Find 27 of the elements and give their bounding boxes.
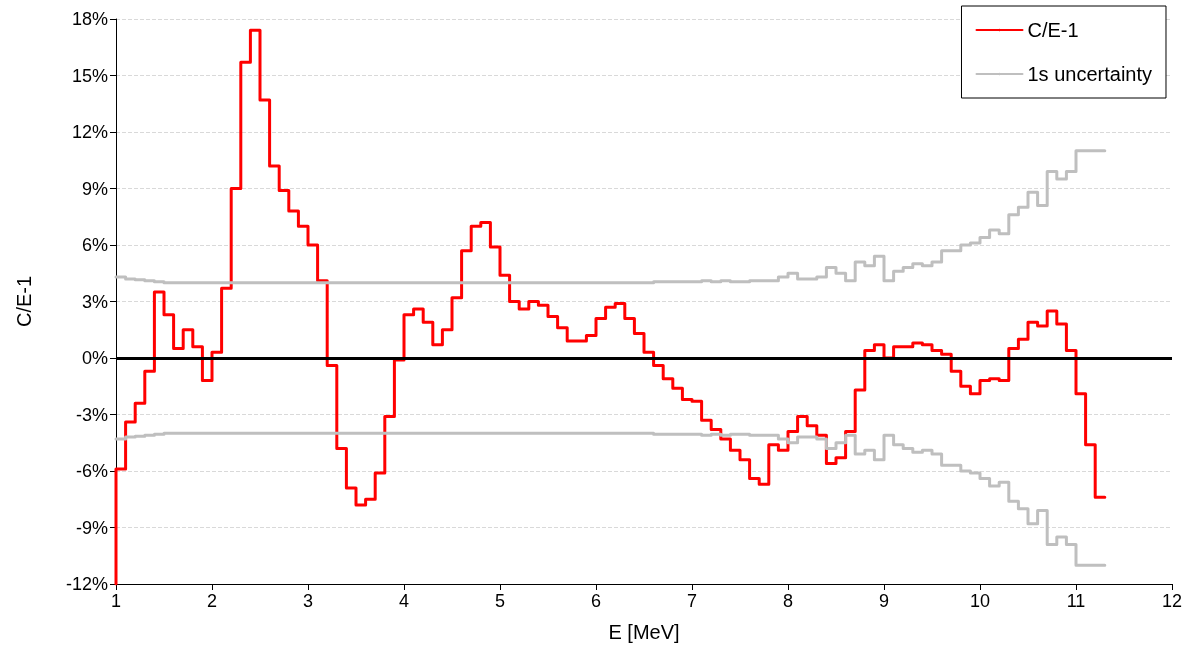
legend-label: C/E-1 (1027, 19, 1079, 41)
x-axis-title: E [MeV] (608, 621, 680, 643)
x-tick-label: 1 (110, 591, 122, 611)
y-tick-label: -6% (75, 461, 108, 481)
y-tick-label: 0% (81, 348, 108, 368)
x-tick-label: 6 (590, 591, 602, 611)
y-tick-label: -9% (75, 517, 108, 538)
y-tick-label: 6% (81, 235, 108, 255)
x-tick-label: 9 (878, 591, 890, 611)
y-tick-label: 15% (71, 65, 108, 86)
x-tick-label: 10 (969, 591, 991, 611)
x-tick-label: 4 (398, 591, 410, 611)
y-tick-label: 9% (81, 178, 108, 199)
y-tick-label: 3% (81, 291, 108, 312)
y-tick-label: -3% (75, 404, 108, 425)
x-tick-label: 12 (1161, 591, 1183, 611)
x-tick-label: 8 (782, 591, 794, 611)
y-tick-label: 12% (71, 122, 108, 142)
x-tick-label: 3 (302, 591, 314, 611)
x-tick-label: 7 (686, 591, 698, 611)
y-axis-title: C/E-1 (13, 275, 35, 328)
y-tick-label: -12% (65, 574, 108, 594)
legend-label: 1s uncertainty (1027, 63, 1152, 85)
y-tick-label: 18% (71, 9, 108, 29)
x-tick-label: 2 (206, 591, 218, 611)
x-tick-label: 11 (1066, 591, 1086, 611)
x-tick-label: 5 (494, 591, 506, 611)
